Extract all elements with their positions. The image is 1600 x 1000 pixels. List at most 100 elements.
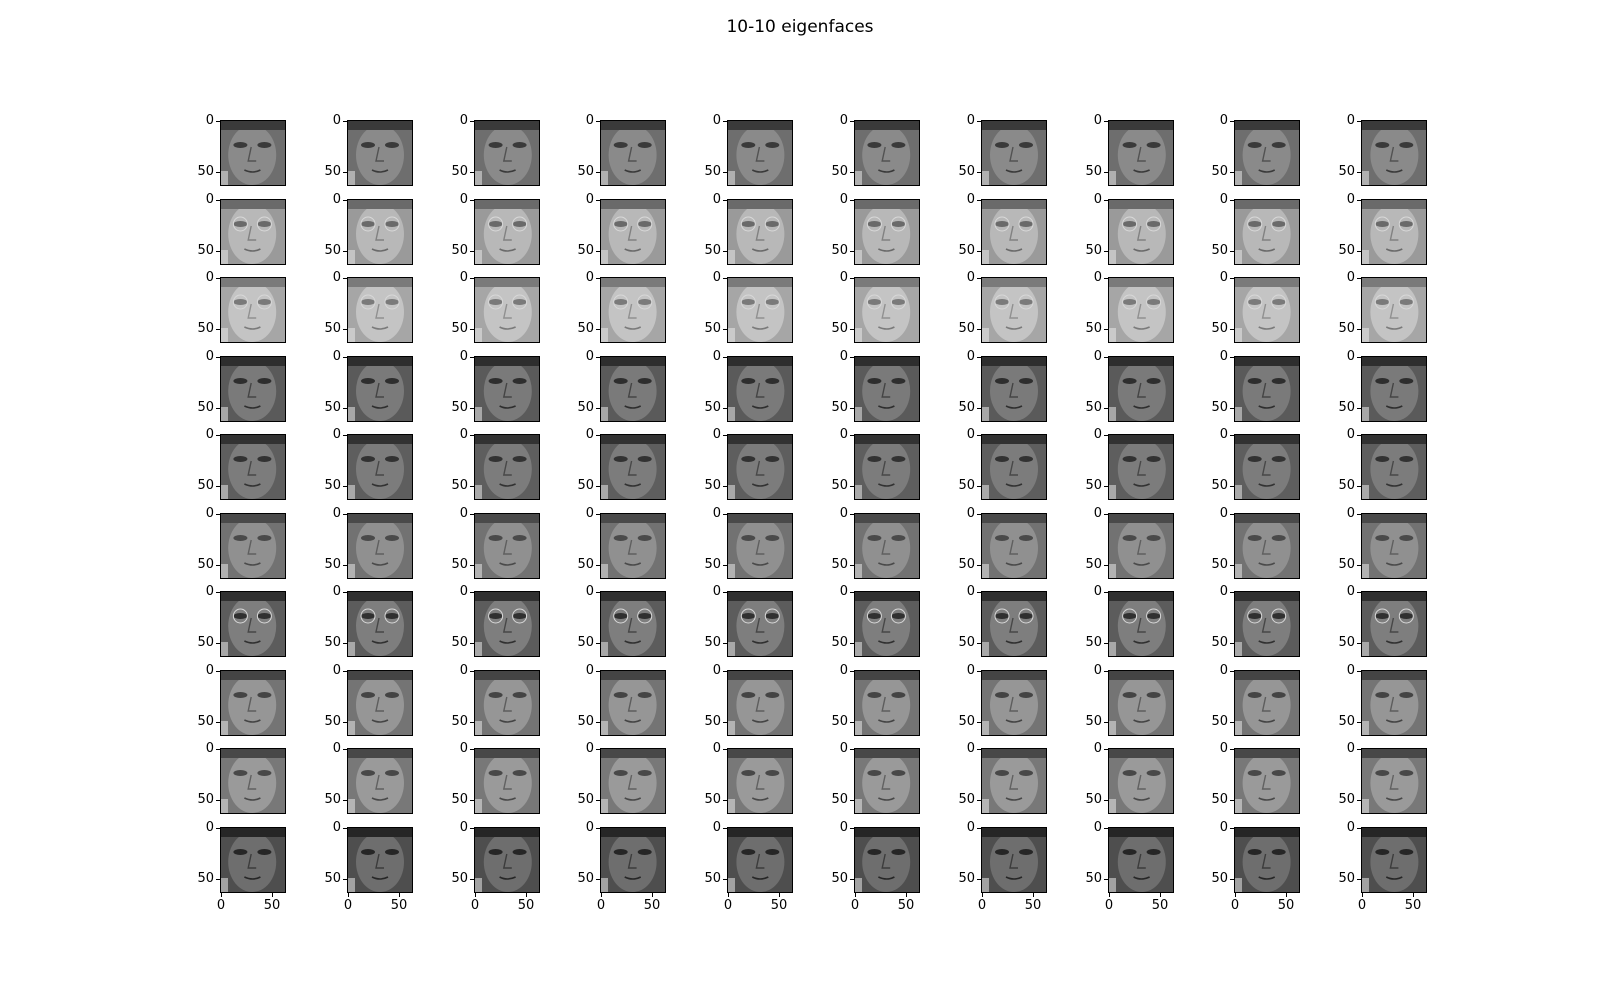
y-tick-label: 0 — [839, 663, 848, 678]
y-tick-mark — [1230, 121, 1234, 122]
y-tick-mark — [1357, 121, 1361, 122]
y-tick-label: 50 — [704, 400, 721, 415]
face-thumbnail — [854, 120, 920, 186]
y-tick-label: 0 — [1219, 192, 1228, 207]
y-tick-label: 0 — [1093, 506, 1102, 521]
face-image — [728, 121, 792, 185]
y-tick-label: 50 — [577, 321, 594, 336]
face-thumbnail — [1108, 670, 1174, 736]
face-image — [1109, 592, 1173, 656]
x-tick-mark — [601, 893, 602, 897]
y-tick-label: 0 — [966, 741, 975, 756]
face-thumbnail — [1361, 748, 1427, 814]
y-tick-label: 0 — [205, 820, 214, 835]
y-tick-mark — [850, 435, 854, 436]
y-tick-label: 50 — [831, 557, 848, 572]
y-tick-label: 50 — [958, 792, 975, 807]
y-tick-label: 50 — [577, 557, 594, 572]
face-thumbnail — [347, 277, 413, 343]
y-tick-mark — [1357, 565, 1361, 566]
y-tick-label: 0 — [712, 506, 721, 521]
y-tick-label: 0 — [966, 506, 975, 521]
face-thumbnail — [854, 591, 920, 657]
x-tick-label: 0 — [343, 898, 353, 913]
face-image — [475, 749, 539, 813]
y-tick-label: 0 — [585, 113, 594, 128]
y-tick-mark — [977, 749, 981, 750]
y-tick-label: 0 — [1093, 820, 1102, 835]
y-tick-label: 50 — [1338, 635, 1355, 650]
face-thumbnail — [347, 591, 413, 657]
face-thumbnail — [220, 670, 286, 736]
x-tick-mark — [728, 893, 729, 897]
face-thumbnail — [981, 434, 1047, 500]
face-image — [1362, 357, 1426, 421]
y-tick-label: 50 — [704, 714, 721, 729]
y-tick-label: 0 — [332, 506, 341, 521]
face-image — [728, 200, 792, 264]
y-tick-label: 0 — [205, 270, 214, 285]
face-thumbnail — [600, 827, 666, 893]
y-tick-label: 0 — [459, 349, 468, 364]
y-tick-mark — [850, 408, 854, 409]
y-tick-label: 0 — [459, 427, 468, 442]
y-tick-mark — [216, 251, 220, 252]
y-tick-label: 0 — [966, 820, 975, 835]
y-tick-label: 0 — [459, 192, 468, 207]
y-tick-label: 50 — [197, 635, 214, 650]
y-tick-mark — [470, 828, 474, 829]
y-tick-label: 50 — [324, 243, 341, 258]
y-tick-mark — [216, 172, 220, 173]
face-image — [1362, 278, 1426, 342]
y-tick-mark — [1357, 643, 1361, 644]
y-tick-mark — [1104, 172, 1108, 173]
y-tick-label: 0 — [459, 741, 468, 756]
face-thumbnail — [727, 670, 793, 736]
y-tick-mark — [596, 435, 600, 436]
y-tick-mark — [1104, 486, 1108, 487]
y-tick-mark — [1104, 671, 1108, 672]
y-tick-label: 0 — [966, 192, 975, 207]
face-image — [728, 671, 792, 735]
face-image — [475, 357, 539, 421]
y-tick-mark — [1104, 828, 1108, 829]
y-tick-mark — [723, 514, 727, 515]
y-tick-mark — [977, 722, 981, 723]
y-tick-mark — [850, 514, 854, 515]
face-image — [348, 121, 412, 185]
y-tick-mark — [850, 486, 854, 487]
y-tick-mark — [343, 200, 347, 201]
y-tick-label: 0 — [332, 349, 341, 364]
y-tick-mark — [1357, 722, 1361, 723]
x-tick-label: 50 — [1404, 898, 1422, 913]
y-tick-mark — [850, 121, 854, 122]
y-tick-label: 50 — [1338, 871, 1355, 886]
x-tick-mark — [906, 893, 907, 897]
face-image — [1235, 828, 1299, 892]
face-thumbnail — [1361, 199, 1427, 265]
face-thumbnail — [600, 199, 666, 265]
y-tick-label: 0 — [585, 270, 594, 285]
y-tick-label: 0 — [712, 820, 721, 835]
y-tick-mark — [1104, 749, 1108, 750]
y-tick-mark — [216, 357, 220, 358]
y-tick-mark — [343, 408, 347, 409]
face-thumbnail — [220, 434, 286, 500]
y-tick-mark — [723, 121, 727, 122]
face-thumbnail — [600, 748, 666, 814]
y-tick-mark — [470, 408, 474, 409]
y-tick-mark — [216, 486, 220, 487]
x-tick-label: 0 — [1104, 898, 1114, 913]
y-tick-mark — [723, 749, 727, 750]
y-tick-label: 0 — [205, 506, 214, 521]
y-tick-mark — [216, 879, 220, 880]
face-image — [1235, 749, 1299, 813]
face-image — [601, 357, 665, 421]
y-tick-label: 50 — [1338, 478, 1355, 493]
x-tick-mark — [272, 893, 273, 897]
y-tick-label: 50 — [451, 714, 468, 729]
face-thumbnail — [1234, 277, 1300, 343]
y-tick-mark — [596, 671, 600, 672]
face-image — [348, 278, 412, 342]
y-tick-label: 50 — [958, 871, 975, 886]
